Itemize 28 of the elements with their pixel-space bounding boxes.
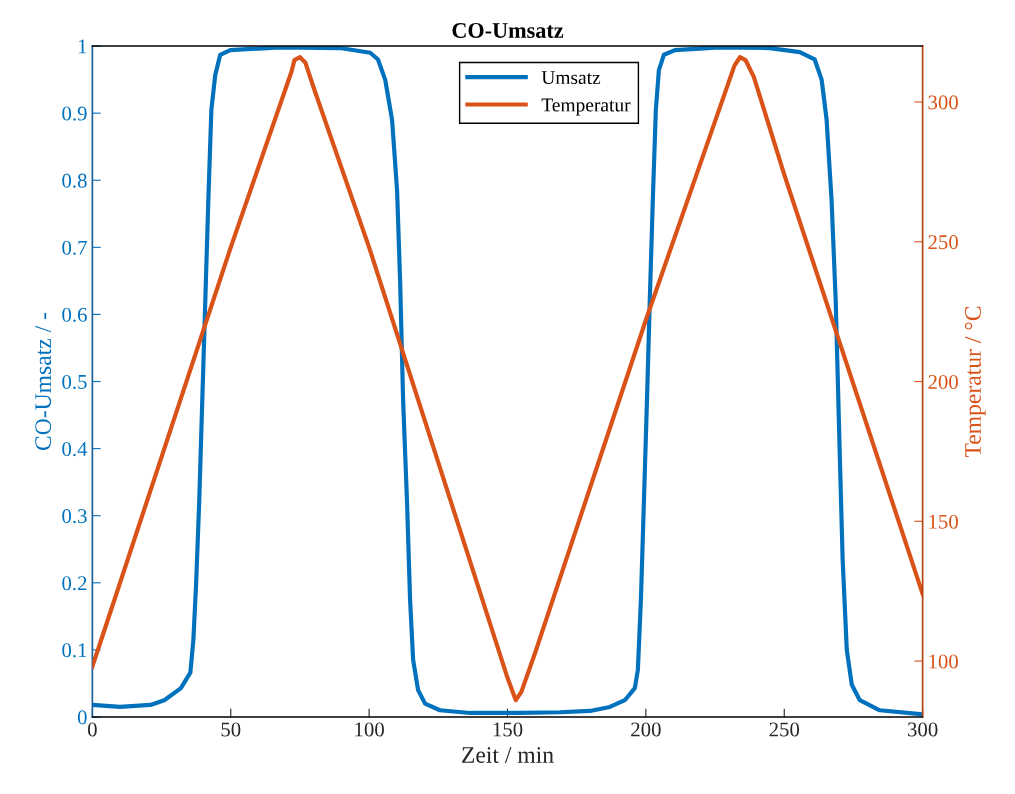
y-tick-label: 0 (77, 710, 87, 725)
y2-tick-label: 100 (929, 654, 958, 669)
y2-tick-label: 250 (928, 235, 958, 250)
x-tick-label: 200 (631, 722, 661, 737)
y-tick-label: 0.6 (62, 307, 87, 322)
legend-label: Umsatz (541, 71, 601, 85)
x-tick-label: 50 (221, 722, 241, 737)
y2-tick-label: 300 (928, 95, 958, 110)
y-tick-label: 1 (78, 39, 87, 54)
x-axis-title: Zeit / min (462, 747, 554, 763)
y2-tick-label: 150 (929, 514, 958, 529)
chart-title: CO-Umsatz (452, 23, 564, 38)
x-tick-label: 150 (493, 722, 523, 737)
x-tick-label: 300 (908, 722, 938, 737)
y-tick-label: 0.4 (62, 441, 88, 457)
y-tick-label: 0.9 (62, 106, 87, 121)
x-tick-label: 100 (355, 722, 384, 737)
y-tick-label: 0.1 (62, 643, 87, 658)
x-tick-label: 250 (769, 722, 800, 737)
y2-tick-label: 200 (928, 374, 958, 389)
y-tick-label: 0.7 (62, 240, 87, 255)
y-tick-label: 0.3 (62, 509, 87, 524)
legend-label: Temperatur (541, 98, 631, 116)
y-tick-label: 0.8 (62, 173, 87, 188)
y-axis-title: CO-Umsatz / - (35, 312, 52, 451)
y-tick-label: 0.2 (62, 576, 87, 591)
y-tick-label: 0.5 (62, 374, 87, 390)
y2-axis-title: Temperatur / °C (964, 306, 986, 458)
